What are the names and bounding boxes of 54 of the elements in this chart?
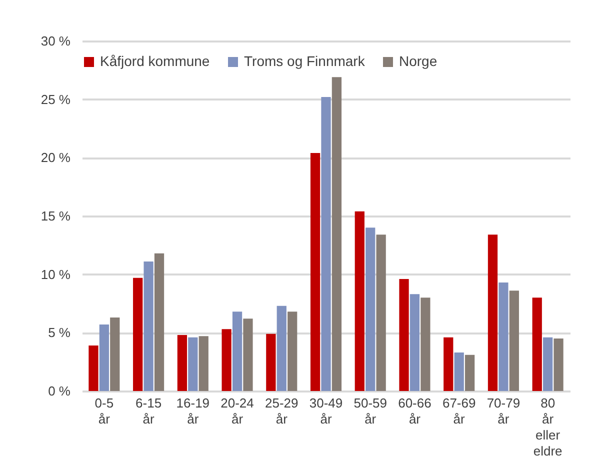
bar bbox=[420, 298, 430, 391]
bar bbox=[177, 335, 188, 391]
bar bbox=[154, 253, 164, 391]
bar bbox=[222, 329, 232, 391]
bar bbox=[554, 338, 564, 391]
bar bbox=[354, 211, 364, 391]
bar bbox=[399, 279, 409, 391]
bar bbox=[110, 318, 120, 391]
bar bbox=[532, 298, 542, 391]
y-tick-label: 0 % bbox=[48, 384, 71, 398]
bar bbox=[243, 318, 253, 391]
y-tick-label: 10 % bbox=[40, 266, 71, 282]
bar bbox=[88, 346, 98, 391]
x-tick-label: 50-59 år bbox=[354, 396, 387, 426]
bar bbox=[332, 77, 342, 391]
x-tick-label: 70-79 år bbox=[486, 396, 520, 426]
bar bbox=[198, 336, 208, 391]
y-tick-label: 15 % bbox=[40, 208, 71, 224]
bar bbox=[454, 352, 464, 391]
legend-label: Troms og Finnmark bbox=[244, 53, 366, 69]
bar bbox=[410, 294, 420, 391]
bar bbox=[543, 337, 553, 391]
bar bbox=[310, 153, 320, 391]
y-tick-label: 25 % bbox=[40, 92, 71, 107]
y-tick-label: 20 % bbox=[40, 150, 71, 166]
bar bbox=[366, 228, 376, 391]
bar bbox=[99, 324, 109, 391]
bar bbox=[276, 306, 286, 391]
x-tick-label: 25-29 år bbox=[265, 396, 298, 426]
x-tick-label: 0-5 år bbox=[94, 396, 114, 426]
bar bbox=[133, 278, 143, 391]
x-tick-label: 30-49 år bbox=[309, 396, 343, 426]
bar bbox=[498, 282, 508, 391]
bar bbox=[509, 290, 519, 391]
x-tick-label: 67-69 år bbox=[442, 396, 476, 426]
legend-label: Norge bbox=[399, 53, 438, 69]
x-tick-label: 60-66 år bbox=[398, 396, 432, 426]
legend-label: Kåfjord kommune bbox=[100, 53, 210, 69]
bar bbox=[232, 312, 242, 391]
bar bbox=[144, 262, 154, 391]
bar bbox=[288, 312, 298, 391]
bar bbox=[488, 234, 498, 391]
y-tick-label: 5 % bbox=[48, 325, 71, 340]
bar bbox=[444, 337, 454, 391]
bar bbox=[376, 234, 386, 391]
bar bbox=[266, 334, 276, 391]
x-tick-label: 80 år eller eldre bbox=[533, 396, 562, 458]
y-tick-label: 30 % bbox=[40, 34, 71, 48]
x-tick-label: 6-15 år bbox=[136, 396, 162, 426]
x-tick-label: 16-19 år bbox=[176, 396, 210, 426]
bar bbox=[188, 337, 198, 391]
bar bbox=[321, 97, 331, 391]
bar bbox=[464, 354, 475, 391]
x-tick-label: 20-24 år bbox=[220, 396, 254, 426]
